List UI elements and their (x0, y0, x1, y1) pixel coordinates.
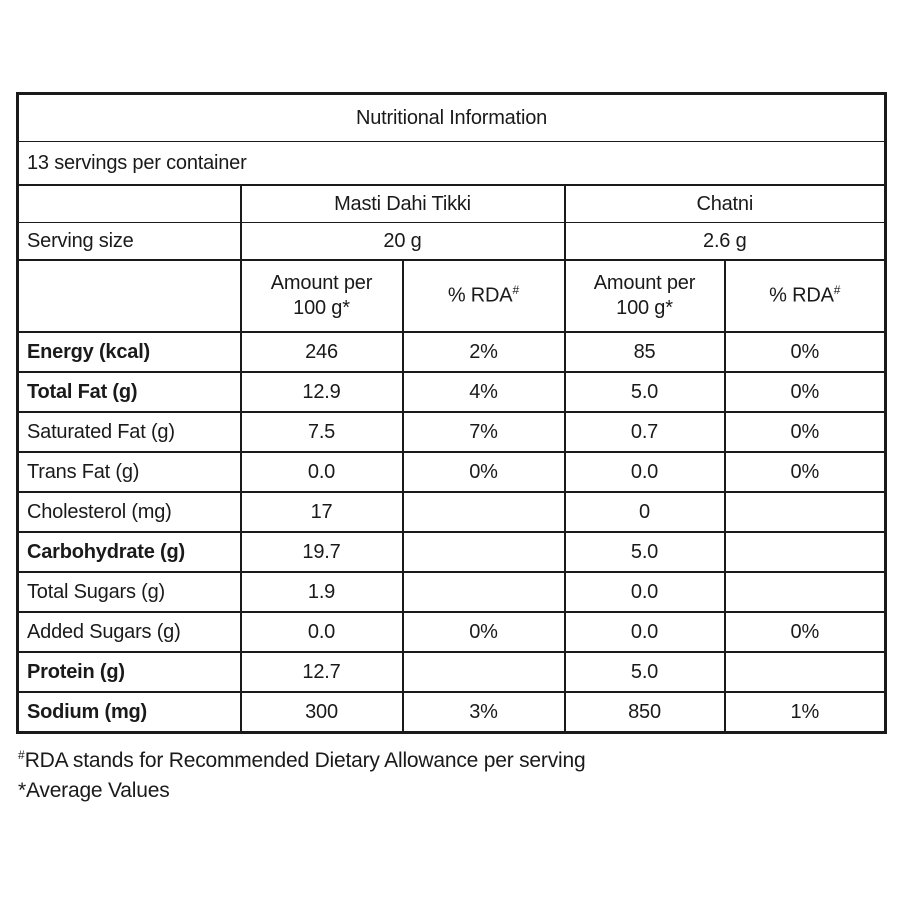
cell-masti-rda: 0% (401, 611, 566, 653)
col-header-amount-chatni: Amount per 100 g* (563, 259, 726, 333)
servings-row: 13 servings per container (16, 141, 887, 186)
footnote-rda-text: RDA stands for Recommended Dietary Allow… (24, 749, 586, 772)
cell-chatni-amount: 0 (563, 491, 726, 533)
cell-masti-amount: 12.7 (239, 651, 404, 693)
cell-chatni-amount: 5.0 (563, 651, 726, 693)
cell-chatni-amount: 850 (563, 691, 726, 734)
cell-chatni-amount: 5.0 (563, 371, 726, 413)
cell-masti-rda (401, 651, 566, 693)
cell-masti-amount: 0.0 (239, 611, 404, 653)
row-label: Sodium (mg) (16, 691, 242, 734)
cell-chatni-rda (723, 491, 887, 533)
cell-masti-amount: 300 (239, 691, 404, 734)
row-label: Protein (g) (16, 651, 242, 693)
cell-masti-amount: 1.9 (239, 571, 404, 613)
amount-per-line2: 100 g* (616, 297, 673, 319)
cell-chatni-amount: 85 (563, 331, 726, 373)
nutrition-table: Nutritional Information 13 servings per … (16, 92, 888, 734)
cell-chatni-rda (723, 531, 887, 573)
row-label: Cholesterol (mg) (16, 491, 242, 533)
cell-chatni-rda (723, 571, 887, 613)
cell-chatni-rda: 1% (723, 691, 887, 734)
cell-masti-amount: 12.9 (239, 371, 404, 413)
col-header-rda-chatni: % RDA# (723, 259, 887, 333)
cell-masti-rda (401, 571, 566, 613)
empty-corner-cell (16, 184, 242, 223)
table-row-added-sugars: Added Sugars (g) 0.0 0% 0.0 0% (16, 611, 887, 653)
serving-size-row: Serving size 20 g 2.6 g (16, 222, 887, 261)
product-header-masti: Masti Dahi Tikki (239, 184, 566, 223)
product-header-chatni: Chatni (563, 184, 887, 223)
table-row-total-fat: Total Fat (g) 12.9 4% 5.0 0% (16, 371, 887, 413)
cell-masti-amount: 19.7 (239, 531, 404, 573)
serving-size-masti: 20 g (239, 222, 566, 261)
empty-header-cell (16, 259, 242, 333)
cell-masti-rda: 3% (401, 691, 566, 734)
row-label: Total Fat (g) (16, 371, 242, 413)
rda-superscript: # (512, 283, 520, 298)
rda-label: % RDA (447, 284, 513, 307)
cell-chatni-rda: 0% (723, 451, 887, 493)
table-row-cholesterol: Cholesterol (mg) 17 0 (16, 491, 887, 533)
amount-per-line1: Amount per (270, 272, 373, 294)
cell-chatni-amount: 0.0 (563, 451, 726, 493)
row-label: Carbohydrate (g) (16, 531, 242, 573)
cell-masti-rda: 4% (401, 371, 566, 413)
table-row-total-sugars: Total Sugars (g) 1.9 0.0 (16, 571, 887, 613)
row-label: Trans Fat (g) (16, 451, 242, 493)
row-label: Total Sugars (g) (16, 571, 242, 613)
rda-superscript: # (833, 283, 841, 298)
cell-masti-rda: 0% (401, 451, 566, 493)
cell-chatni-rda (723, 651, 887, 693)
footnote-average-values: *Average Values (18, 779, 170, 802)
amount-per-line2: 100 g* (293, 297, 350, 319)
table-row-trans-fat: Trans Fat (g) 0.0 0% 0.0 0% (16, 451, 887, 493)
row-label: Saturated Fat (g) (16, 411, 242, 453)
cell-chatni-rda: 0% (723, 411, 887, 453)
col-header-amount-masti: Amount per 100 g* (239, 259, 404, 333)
rda-label: % RDA (769, 284, 834, 307)
cell-chatni-amount: 0.0 (563, 571, 726, 613)
title-row: Nutritional Information (16, 92, 887, 142)
cell-masti-rda (401, 531, 566, 573)
cell-masti-amount: 0.0 (239, 451, 404, 493)
table-row-sodium: Sodium (mg) 300 3% 850 1% (16, 691, 887, 734)
table-row-carbohydrate: Carbohydrate (g) 19.7 5.0 (16, 531, 887, 573)
row-label: Added Sugars (g) (16, 611, 242, 653)
cell-chatni-rda: 0% (723, 331, 887, 373)
cell-chatni-amount: 0.7 (563, 411, 726, 453)
cell-masti-rda: 2% (401, 331, 566, 373)
cell-chatni-amount: 5.0 (563, 531, 726, 573)
cell-chatni-rda: 0% (723, 371, 887, 413)
amount-per-line1: Amount per (593, 272, 696, 294)
table-row-saturated-fat: Saturated Fat (g) 7.5 7% 0.7 0% (16, 411, 887, 453)
cell-chatni-amount: 0.0 (563, 611, 726, 653)
product-header-row: Masti Dahi Tikki Chatni (16, 184, 887, 223)
serving-size-label: Serving size (16, 222, 242, 261)
cell-masti-rda: 7% (401, 411, 566, 453)
footnote-rda-superscript: # (18, 748, 25, 762)
row-label: Energy (kcal) (16, 331, 242, 373)
footnote-rda: #RDA stands for Recommended Dietary Allo… (18, 748, 586, 773)
cell-masti-amount: 246 (239, 331, 404, 373)
cell-chatni-rda: 0% (723, 611, 887, 653)
table-row-energy: Energy (kcal) 246 2% 85 0% (16, 331, 887, 373)
cell-masti-amount: 7.5 (239, 411, 404, 453)
cell-masti-rda (401, 491, 566, 533)
table-row-protein: Protein (g) 12.7 5.0 (16, 651, 887, 693)
serving-size-chatni: 2.6 g (563, 222, 887, 261)
column-header-row: Amount per 100 g* % RDA# Amount per 100 … (16, 259, 887, 333)
page-title: Nutritional Information (16, 92, 887, 142)
col-header-rda-masti: % RDA# (401, 259, 566, 333)
cell-masti-amount: 17 (239, 491, 404, 533)
servings-per-container: 13 servings per container (16, 141, 887, 186)
